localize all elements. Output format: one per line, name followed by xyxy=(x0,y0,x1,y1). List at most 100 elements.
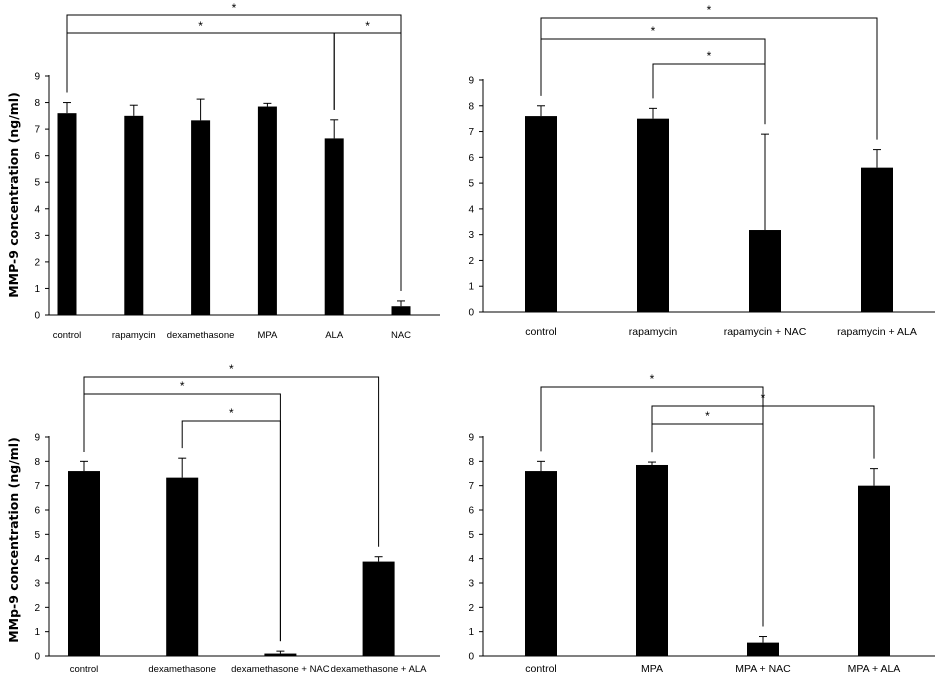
y-tick-label: 0 xyxy=(34,652,40,663)
y-tick-label: 2 xyxy=(34,257,40,268)
bar-mpa-nac xyxy=(747,642,779,656)
significance-star: * xyxy=(180,379,185,393)
significance-star: * xyxy=(198,19,203,33)
y-tick-label: 3 xyxy=(468,230,474,241)
x-tick-label: rapamycin xyxy=(629,326,678,338)
y-tick-label: 0 xyxy=(34,311,40,322)
x-tick-label: control xyxy=(70,664,99,675)
x-tick-label: ALA xyxy=(325,330,344,341)
significance-bracket xyxy=(66,32,335,110)
significance-star: * xyxy=(229,406,234,420)
y-tick-label: 7 xyxy=(34,125,40,136)
y-tick-label: 4 xyxy=(468,554,474,565)
bar-nac xyxy=(391,306,411,315)
y-tick-label: 6 xyxy=(34,506,40,517)
x-tick-label: MPA xyxy=(641,663,663,675)
y-tick-label: 7 xyxy=(468,127,474,138)
significance-star: * xyxy=(761,391,766,405)
y-tick-label: 6 xyxy=(34,151,40,162)
significance-star: * xyxy=(705,409,710,423)
y-tick-label: 1 xyxy=(34,627,40,638)
x-tick-label: rapamycin + ALA xyxy=(837,326,917,338)
y-tick-label: 9 xyxy=(468,76,474,87)
y-tick-label: 3 xyxy=(468,579,474,590)
y-tick-label: 8 xyxy=(34,98,40,109)
significance-bracket xyxy=(540,17,878,140)
x-tick-label: rapamycin + NAC xyxy=(724,326,807,338)
x-tick-label: dexamethasone + NAC xyxy=(231,664,330,675)
y-tick-label: 5 xyxy=(468,179,474,190)
significance-star: * xyxy=(650,372,655,386)
significance-star: * xyxy=(229,362,234,376)
chart-panel-4: 0 1 2 3 4 5 6 7 8 9 control MPA MPA + NAC MPA + ALA * *… xyxy=(468,372,935,675)
x-tick-label: MPA xyxy=(257,330,278,341)
y-tick-label: 1 xyxy=(468,282,474,293)
y-tick-label: 0 xyxy=(468,652,474,663)
y-tick-label: 9 xyxy=(468,433,474,444)
x-tick-label: NAC xyxy=(391,330,411,341)
y-axis-label: MMP-9 concentration (ng/ml) xyxy=(6,92,21,298)
y-tick-label: 1 xyxy=(468,627,474,638)
y-tick-label: 3 xyxy=(34,579,40,590)
y-axis-label: MMp-9 concentration (ng/ml) xyxy=(6,437,21,643)
significance-star: * xyxy=(707,49,712,63)
bar-dexamethasone-nac xyxy=(264,653,297,656)
bar-control xyxy=(68,471,100,656)
chart-panel-2: 0 1 2 3 4 5 6 7 8 9 control rapamycin rapamycin + NA… xyxy=(468,3,935,338)
y-tick-label: 2 xyxy=(468,256,474,267)
y-tick-label: 5 xyxy=(468,530,474,541)
bar-ala xyxy=(324,138,344,315)
significance-bracket xyxy=(181,420,281,642)
significance-bracket xyxy=(83,376,380,547)
x-tick-label: control xyxy=(525,326,557,338)
bar-control xyxy=(525,116,557,312)
bar-mpa xyxy=(257,106,277,316)
y-tick-label: 9 xyxy=(34,72,40,83)
significance-bracket xyxy=(66,14,402,291)
y-tick-label: 4 xyxy=(34,204,40,215)
chart-panel-3: 0 1 2 3 4 5 6 7 8 9 control dexamethasone dexamethas… xyxy=(6,362,440,675)
y-tick-label: 2 xyxy=(34,603,40,614)
bar-control xyxy=(57,113,77,315)
significance-star: * xyxy=(365,19,370,33)
y-tick-label: 9 xyxy=(34,433,40,444)
y-tick-label: 7 xyxy=(468,481,474,492)
bar-dexamethasone xyxy=(166,477,199,656)
bar-mpa-ala xyxy=(858,485,890,656)
chart-panel-1: 0 1 2 3 4 5 6 7 8 9 control rapamycin dexamethasone M… xyxy=(6,1,440,341)
bar-rapamycin-ala xyxy=(861,167,893,312)
bar-dexamethasone xyxy=(191,120,211,315)
y-tick-label: 6 xyxy=(468,153,474,164)
y-tick-label: 8 xyxy=(34,457,40,468)
significance-star: * xyxy=(651,24,656,38)
x-tick-label: MPA + ALA xyxy=(848,663,901,675)
y-tick-label: 2 xyxy=(468,603,474,614)
bar-rapamycin xyxy=(124,115,144,315)
x-tick-label: MPA + NAC xyxy=(735,663,791,675)
y-tick-label: 5 xyxy=(34,178,40,189)
significance-bracket xyxy=(652,63,766,125)
y-tick-label: 7 xyxy=(34,481,40,492)
y-tick-label: 4 xyxy=(34,554,40,565)
bar-control xyxy=(525,471,557,656)
bar-rapamycin-nac xyxy=(749,230,781,312)
x-tick-label: rapamycin xyxy=(112,330,156,341)
x-tick-label: control xyxy=(53,330,82,341)
y-tick-label: 8 xyxy=(468,457,474,468)
y-tick-label: 4 xyxy=(468,204,474,215)
bar-dexamethasone-ala xyxy=(362,561,395,656)
x-tick-label: dexamethasone + ALA xyxy=(331,664,428,675)
bar-rapamycin xyxy=(637,118,669,313)
y-tick-label: 0 xyxy=(468,308,474,319)
y-tick-label: 1 xyxy=(34,284,40,295)
y-tick-label: 3 xyxy=(34,231,40,242)
significance-bracket xyxy=(333,32,402,291)
y-tick-label: 6 xyxy=(468,506,474,517)
y-tick-label: 8 xyxy=(468,101,474,112)
significance-star: * xyxy=(232,1,237,15)
x-tick-label: dexamethasone xyxy=(167,330,235,341)
y-tick-label: 5 xyxy=(34,530,40,541)
x-tick-label: control xyxy=(525,663,557,675)
significance-star: * xyxy=(707,3,712,17)
